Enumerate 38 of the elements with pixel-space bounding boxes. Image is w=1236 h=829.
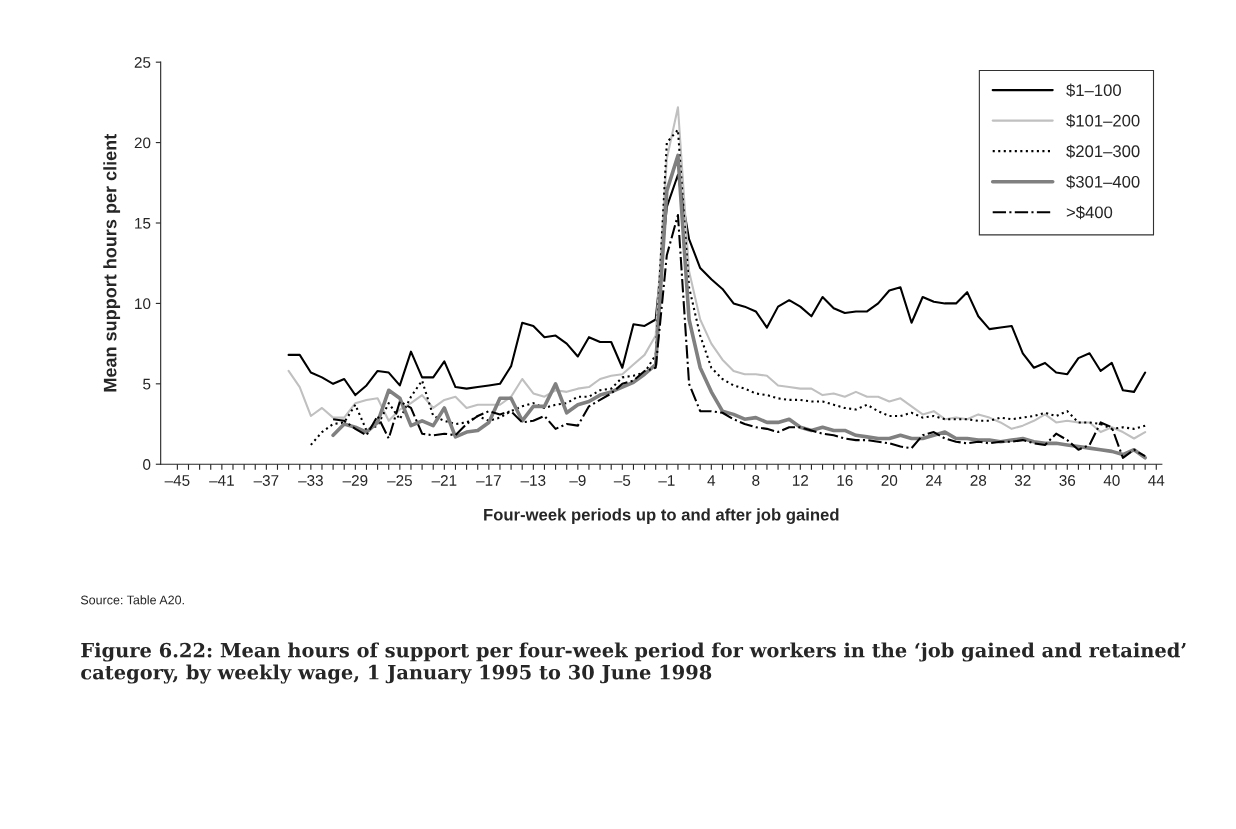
x-axis-title: Four-week periods up to and after job gained	[484, 508, 839, 524]
x-tick-label: –37	[253, 475, 279, 486]
x-tick-label: –25	[387, 475, 412, 486]
x-tick-label: 8	[752, 475, 760, 486]
x-tick-label: 32	[1014, 475, 1031, 486]
x-tick-label: 20	[881, 475, 898, 486]
y-tick-label: 25	[134, 57, 151, 68]
x-tick-label: –45	[164, 475, 190, 486]
x-tick-label: 40	[1103, 475, 1120, 486]
x-tick-label: –29	[342, 475, 368, 486]
x-tick-label: –33	[298, 475, 323, 486]
x-tick-label: 4	[707, 475, 716, 486]
x-tick-label: 16	[837, 475, 853, 486]
x-tick-label: –5	[613, 475, 631, 486]
x-tick-label: –1	[658, 475, 675, 486]
y-tick-label: 20	[134, 137, 151, 149]
legend-label: $301–400	[1066, 175, 1140, 189]
x-tick-label: –17	[476, 475, 501, 486]
legend-label: $101–200	[1066, 114, 1140, 128]
x-tick-label: –13	[520, 475, 546, 486]
x-tick-label: 28	[970, 475, 987, 486]
y-tick-label: 5	[143, 378, 151, 390]
legend-label: $201–300	[1066, 144, 1140, 159]
y-tick-label: 10	[135, 298, 151, 310]
y-tick-label: 0	[143, 459, 151, 470]
x-tick-label: 36	[1059, 475, 1076, 486]
y-tick-label: 15	[135, 218, 151, 229]
x-tick-label: –21	[431, 475, 457, 486]
x-tick-label: 44	[1148, 475, 1165, 486]
source-note: Source: Table A20.	[80, 595, 184, 605]
legend-label: >$400	[1066, 205, 1113, 220]
x-tick-label: –9	[569, 475, 586, 486]
x-tick-label: 12	[792, 475, 809, 486]
legend-label: $1–100	[1066, 83, 1121, 98]
x-tick-label: 24	[926, 475, 942, 486]
y-axis-title: Mean support hours per client	[103, 134, 121, 392]
x-tick-label: –41	[209, 475, 234, 486]
text: Figure 6.22: Mean hours of support per four-week period for workers in the ‘job gained and retained’ category, by weekly wage, 1 January 1995 to 30 June 1998	[81, 642, 1186, 684]
